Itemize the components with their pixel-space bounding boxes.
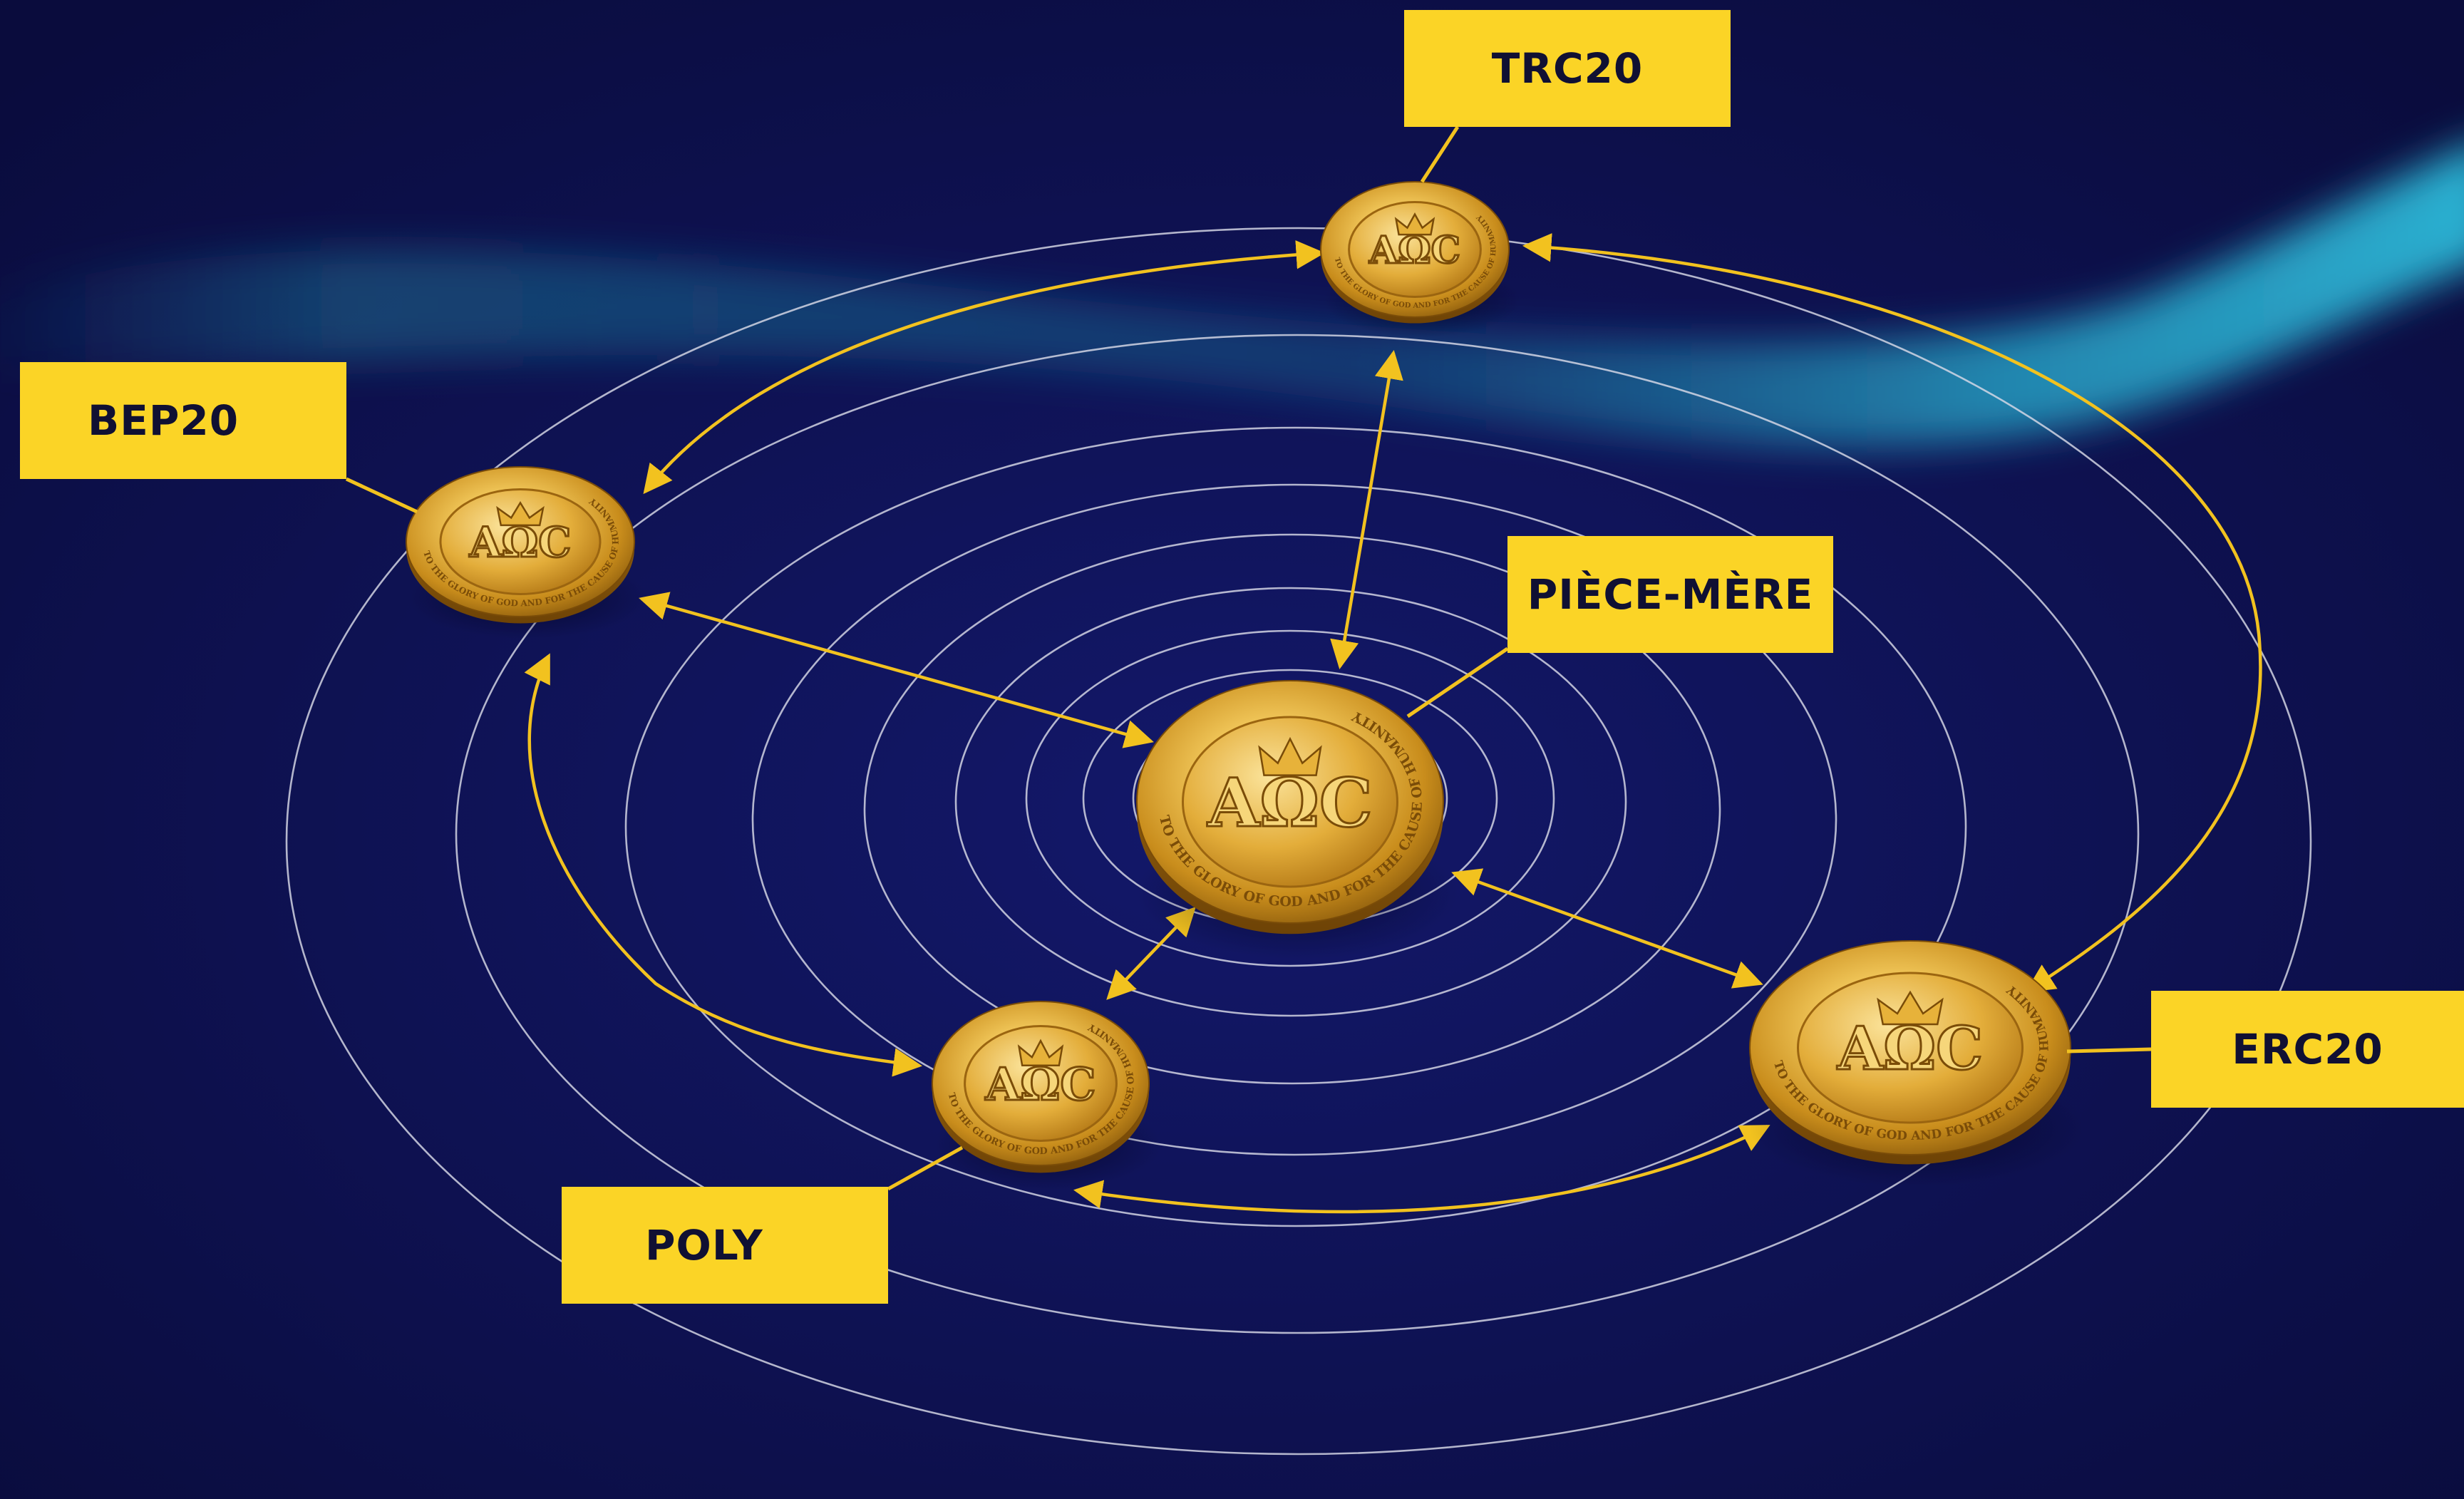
coin-inner-disc: [964, 1025, 1118, 1142]
crown-icon: [1017, 1039, 1064, 1066]
connector-poly-erc20: [1073, 1125, 1770, 1214]
connector-arrows: [524, 233, 2262, 1214]
connector-bep20-poly: [524, 653, 923, 1077]
leader-piece-mere: [1406, 647, 1509, 718]
node-label-piece-mere: PIÈCE-MÈRE: [1507, 536, 1833, 653]
label-leader-lines: [345, 125, 2152, 1191]
node-label-poly: POLY: [562, 1187, 888, 1304]
coin-piece-mere: TO THE GLORY OF GOD AND FOR THE CAUSE OF…: [1136, 680, 1458, 959]
coin-inner-disc: [1182, 716, 1398, 888]
node-label-erc20: ERC20: [2151, 991, 2464, 1108]
leader-bep20: [345, 477, 418, 514]
crown-icon: [496, 500, 545, 527]
node-label-trc20: TRC20: [1404, 10, 1731, 127]
node-label-bep20: BEP20: [20, 362, 346, 479]
coins: TO THE GLORY OF GOD AND FOR THE CAUSE OF…: [406, 181, 2086, 1190]
coin-poly: TO THE GLORY OF GOD AND FOR THE CAUSE OF…: [932, 1001, 1162, 1190]
coin-monogram: AΩC: [469, 518, 572, 567]
coin-monogram: AΩC: [984, 1058, 1096, 1111]
crown-icon: [1394, 212, 1435, 236]
leader-trc20: [1420, 125, 1460, 183]
connector-center-trc20: [1330, 350, 1403, 669]
coin-bep20: TO THE GLORY OF GOD AND FOR THE CAUSE OF…: [406, 466, 647, 639]
coin-erc20: TO THE GLORY OF GOD AND FOR THE CAUSE OF…: [1748, 940, 2086, 1187]
connector-trc20-bep20: [643, 240, 1326, 495]
coin-inner-disc: [1797, 972, 2024, 1124]
crown-icon: [1258, 736, 1322, 776]
coin-inner-disc: [439, 488, 602, 595]
coin-inner-disc: [1348, 201, 1482, 298]
connector-trc20-erc20: [1522, 233, 2262, 993]
coin-monogram: AΩC: [1368, 229, 1460, 272]
crown-icon: [1877, 990, 1944, 1026]
coin-monogram: AΩC: [1837, 1014, 1983, 1083]
leader-poly: [887, 1145, 964, 1191]
leader-erc20: [2066, 1047, 2152, 1054]
coin-trc20: TO THE GLORY OF GOD AND FOR THE CAUSE OF…: [1320, 181, 1521, 338]
orbit-ring: [285, 227, 2312, 1456]
coin-monogram: AΩC: [1207, 764, 1372, 843]
